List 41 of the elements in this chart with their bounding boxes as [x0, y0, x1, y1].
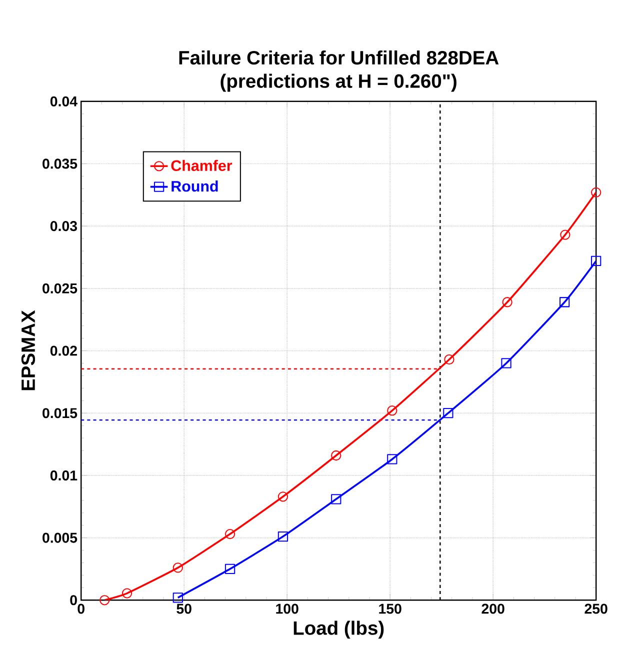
point — [591, 187, 602, 198]
y-axis-title: EPSMAX — [22, 310, 36, 390]
y-tick-label: 0.04 — [50, 96, 78, 106]
point — [278, 492, 288, 502]
point — [278, 531, 288, 542]
chart-title: Failure Criteria for Unfilled 828DEA — [180, 50, 499, 65]
x-tick-label: 50 — [176, 604, 192, 614]
point — [501, 358, 512, 368]
point — [387, 454, 398, 464]
point — [173, 562, 184, 573]
legend-label: Chamfer — [171, 160, 232, 172]
y-tick-label: 0.01 — [50, 470, 78, 480]
point — [331, 494, 342, 504]
y-tick-label: 0.015 — [42, 408, 78, 418]
point — [591, 256, 602, 266]
point — [122, 588, 132, 598]
point — [560, 297, 570, 308]
point — [100, 595, 110, 606]
point — [173, 592, 184, 603]
point — [560, 230, 570, 240]
chart-subtitle: (predictions at H = 0.260") — [220, 74, 457, 92]
y-tick-label: 0.02 — [50, 346, 78, 356]
legend-label: Round — [172, 180, 218, 192]
x-tick-label: 150 — [379, 604, 402, 614]
x-tick-label: 250 — [584, 604, 608, 614]
x-tick-label: 100 — [276, 604, 299, 614]
x-tick-label: 200 — [482, 604, 505, 614]
y-tick-label: 0.035 — [42, 158, 78, 169]
x-tick-label: 0 — [78, 604, 85, 614]
y-tick-label: 0.005 — [42, 532, 78, 543]
x-axis-title: Load (lbs) — [294, 620, 384, 639]
point — [225, 528, 236, 540]
point — [443, 408, 454, 418]
point — [387, 406, 398, 416]
point — [225, 564, 236, 574]
point — [502, 297, 513, 308]
y-tick-label: 0 — [70, 595, 78, 606]
point — [444, 354, 454, 365]
point — [331, 450, 342, 461]
y-tick-label: 0.025 — [42, 283, 78, 294]
y-tick-label: 0.03 — [50, 221, 78, 232]
